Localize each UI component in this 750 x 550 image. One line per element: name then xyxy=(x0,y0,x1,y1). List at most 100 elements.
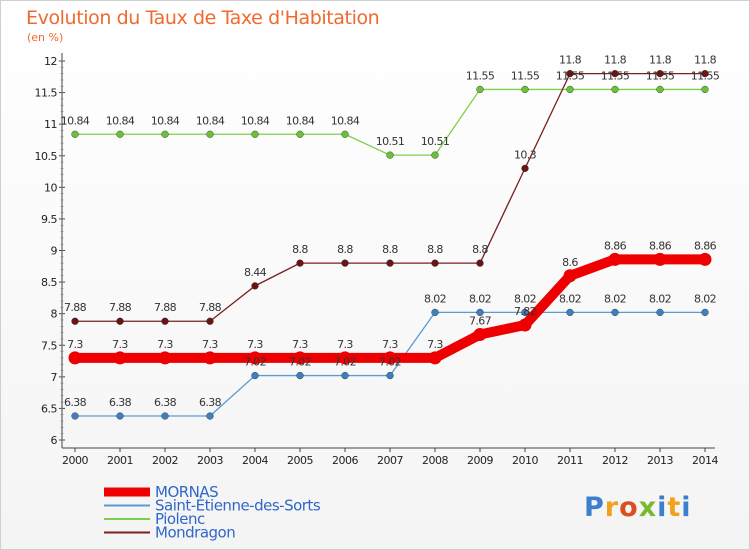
data-point xyxy=(383,351,397,365)
data-label: 8.8 xyxy=(472,243,488,256)
data-point xyxy=(521,85,529,94)
data-label: 7.3 xyxy=(112,338,128,351)
data-point xyxy=(698,252,712,266)
data-point xyxy=(206,317,214,325)
data-point xyxy=(656,308,664,317)
logo-letter: r xyxy=(605,492,619,523)
data-label: 11.8 xyxy=(649,54,672,67)
data-point xyxy=(116,130,124,138)
data-label: 6.38 xyxy=(199,396,222,409)
y-tick-label: 11 xyxy=(44,118,57,131)
data-label: 8.02 xyxy=(424,292,446,305)
data-label: 7.02 xyxy=(289,356,311,369)
data-point xyxy=(206,412,214,420)
data-point xyxy=(341,259,349,267)
data-point xyxy=(206,130,214,138)
y-tick-label: 8.5 xyxy=(41,276,57,289)
data-label: 7.3 xyxy=(292,338,308,351)
data-label: 10.84 xyxy=(286,114,315,127)
data-label: 11.55 xyxy=(601,69,630,82)
data-point xyxy=(161,317,169,325)
y-tick-label: 7.5 xyxy=(41,339,57,352)
logo-letter: o xyxy=(619,492,639,523)
data-point xyxy=(338,351,352,365)
data-label: 7.67 xyxy=(469,315,492,328)
series-line xyxy=(74,72,706,322)
y-tick-label: 12 xyxy=(44,55,57,68)
data-point xyxy=(611,308,619,317)
x-tick-label: 2010 xyxy=(512,454,538,467)
data-label: 7.3 xyxy=(202,338,218,351)
x-tick-label: 2007 xyxy=(377,454,403,467)
logo-letter: i xyxy=(657,492,667,523)
data-label: 8.86 xyxy=(604,239,627,252)
data-label: 8.8 xyxy=(337,243,353,256)
data-point xyxy=(293,351,307,365)
chart-title: Evolution du Taux de Taxe d'Habitation xyxy=(26,7,380,29)
x-tick-label: 2014 xyxy=(692,454,718,467)
data-point xyxy=(428,351,442,365)
data-point xyxy=(161,412,169,420)
x-tick-label: 2013 xyxy=(647,454,673,467)
data-point xyxy=(113,351,127,365)
data-point xyxy=(476,259,484,267)
data-label: 11.8 xyxy=(559,54,582,67)
y-tick-label: 6.5 xyxy=(41,402,57,415)
data-label: 6.38 xyxy=(109,396,132,409)
data-label: 8.6 xyxy=(562,256,578,269)
logo-letter: x xyxy=(639,492,657,523)
data-label: 8.02 xyxy=(649,292,671,305)
series-saint-etienne-des-sorts xyxy=(71,308,709,420)
data-label: 7.3 xyxy=(157,338,173,351)
data-point xyxy=(566,70,574,78)
data-point xyxy=(296,371,304,380)
y-tick-label: 7 xyxy=(51,371,58,384)
data-point xyxy=(71,130,79,138)
data-point xyxy=(518,318,532,332)
data-label: 7.3 xyxy=(427,338,443,351)
data-point xyxy=(251,282,259,290)
y-tick-label: 8 xyxy=(51,308,58,321)
data-point xyxy=(116,412,124,420)
data-label: 10.84 xyxy=(151,114,180,127)
data-label: 8.44 xyxy=(244,266,267,279)
data-label: 7.02 xyxy=(244,356,266,369)
series-mornas xyxy=(68,252,712,365)
data-point xyxy=(296,130,304,138)
x-tick-label: 2001 xyxy=(107,454,133,467)
data-point xyxy=(116,317,124,325)
data-point xyxy=(563,269,577,283)
data-label: 8.86 xyxy=(694,239,717,252)
data-point xyxy=(656,70,664,78)
data-point xyxy=(566,308,574,317)
data-point xyxy=(203,351,217,365)
data-point xyxy=(71,412,79,420)
y-tick-label: 9.5 xyxy=(41,213,57,226)
y-tick-label: 9 xyxy=(51,245,58,258)
y-tick-label: 6 xyxy=(51,434,58,447)
data-label: 11.55 xyxy=(691,69,720,82)
data-label: 10.84 xyxy=(331,114,360,127)
data-label: 11.55 xyxy=(556,69,585,82)
data-point xyxy=(476,308,484,317)
x-tick-label: 2012 xyxy=(602,454,628,467)
data-label: 6.38 xyxy=(154,396,177,409)
data-label: 10.51 xyxy=(376,135,405,148)
data-label: 7.3 xyxy=(337,338,353,351)
data-label: 7.88 xyxy=(109,301,132,314)
data-point xyxy=(431,259,439,267)
x-tick-label: 2004 xyxy=(242,454,268,467)
data-point xyxy=(386,151,394,159)
logo-letter: i xyxy=(681,492,691,523)
data-label: 8.02 xyxy=(469,292,491,305)
data-label: 10.3 xyxy=(514,148,537,161)
data-point xyxy=(431,151,439,159)
data-label: 11.8 xyxy=(604,54,627,67)
data-point xyxy=(251,130,259,138)
unit-label: (en %) xyxy=(27,31,64,44)
data-label: 11.55 xyxy=(646,69,675,82)
data-label: 7.3 xyxy=(67,338,83,351)
series-piolenc xyxy=(71,85,709,159)
data-label: 10.84 xyxy=(241,114,270,127)
data-label: 7.88 xyxy=(199,301,222,314)
